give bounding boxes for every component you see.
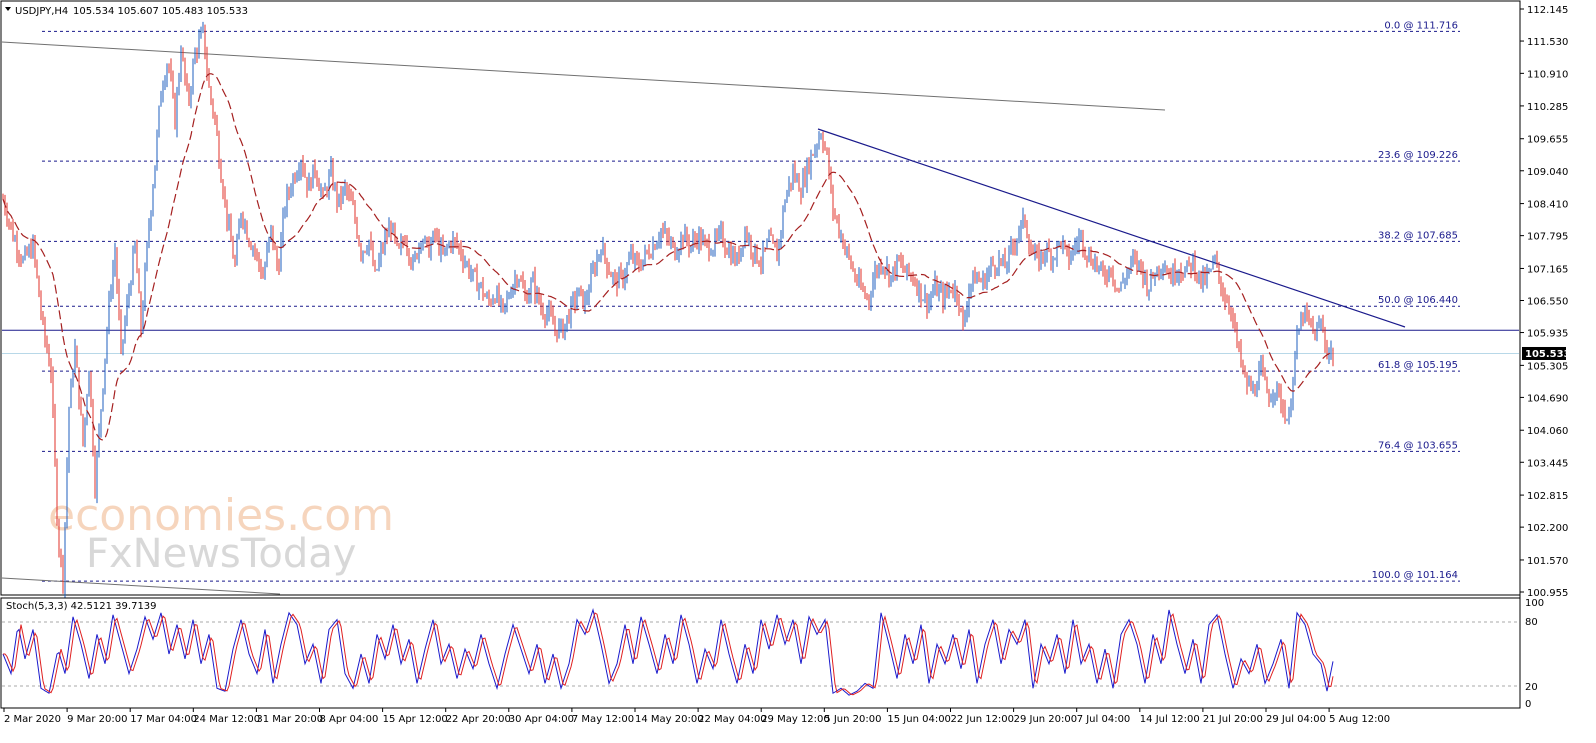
stoch-level-0: 0 [1525,699,1531,710]
time-tick-label: 24 Mar 12:00 [193,714,260,725]
main-pane-frame [0,0,1521,596]
time-tick-label: 7 Jul 04:00 [1077,714,1131,725]
price-tick-label: 108.410 [1527,200,1568,211]
watermark-line2: FxNewsToday [86,531,356,577]
stoch-main-line [2,608,1334,696]
price-tick-label: 103.445 [1527,458,1568,469]
support-line [2,329,1519,354]
price-tick-label: 111.530 [1527,37,1568,48]
price-tick-label: 104.690 [1527,393,1568,404]
price-tick-label: 105.305 [1527,361,1568,372]
moving-average-line [2,73,1334,441]
time-tick-label: 30 Apr 04:00 [509,714,574,725]
time-tick-label: 2 Mar 2020 [4,714,61,725]
price-tick-label: 100.955 [1527,588,1568,599]
time-tick-label: 8 Apr 04:00 [320,714,379,725]
time-tick-label: 5 Aug 12:00 [1329,714,1390,725]
price-tick-label: 109.040 [1527,167,1568,178]
candles [2,21,1334,598]
time-tick-label: 17 Mar 04:00 [130,714,197,725]
stoch-signal-line [3,612,1334,696]
time-tick-label: 14 May 20:00 [635,714,704,725]
dropdown-triangle-icon[interactable] [5,7,11,11]
time-tick-label: 21 Jul 20:00 [1203,714,1263,725]
fib-level-label: 0.0 @ 111.716 [1384,20,1458,31]
time-tick-label: 15 Jun 04:00 [887,714,951,725]
price-axis[interactable]: 112.145 111.530 110.910 110.285 109.655 109.0… [1519,1,1568,708]
price-tick-label: 106.550 [1527,297,1568,308]
price-tick-label: 107.165 [1527,264,1568,275]
fib-level-label: 50.0 @ 106.440 [1378,295,1458,306]
symbol-label: USDJPY,H4 [15,6,68,17]
chart-header: USDJPY,H4 105.534 105.607 105.483 105.53… [5,6,248,17]
price-tick-label: 102.815 [1527,491,1568,502]
ohlc-values: 105.534 105.607 105.483 105.533 [73,6,248,17]
time-tick-label: 29 May 12:00 [761,714,830,725]
trend-lines [1,41,1406,595]
price-tick-label: 104.060 [1527,426,1568,437]
fib-level-label: 76.4 @ 103.655 [1378,440,1458,451]
current-price-label: 105.533 [1525,349,1571,360]
stoch-pane-frame [0,597,1521,709]
time-tick-label: 22 May 04:00 [698,714,767,725]
price-tick-label: 101.570 [1527,556,1568,567]
time-tick-label: 31 Mar 20:00 [256,714,323,725]
stoch-level-80: 80 [1525,617,1538,628]
time-tick-label: 29 Jun 20:00 [1014,714,1078,725]
moving-average [2,73,1334,441]
price-tick-label: 107.795 [1527,232,1568,243]
fib-level-label: 38.2 @ 107.685 [1378,230,1458,241]
price-tick-label: 112.145 [1527,5,1568,16]
descending-trendline[interactable] [817,128,1406,328]
time-tick-label: 29 Jul 04:00 [1266,714,1326,725]
time-tick-label: 22 Jun 12:00 [951,714,1015,725]
upper-channel-line [1,41,1166,111]
time-tick-label: 15 Apr 12:00 [383,714,448,725]
fib-level-label: 23.6 @ 109.226 [1378,150,1458,161]
time-tick-label: 14 Jul 12:00 [1140,714,1200,725]
stoch-title: Stoch(5,3,3) 42.5121 39.7139 [6,601,157,612]
current-price-badge: 105.533 [1522,346,1571,360]
time-tick-label: 22 Apr 20:00 [446,714,511,725]
time-tick-label: 7 May 12:00 [572,714,634,725]
stoch-level-100: 100 [1525,598,1544,609]
stoch-lines [2,608,1334,696]
time-tick-label: 5 Jun 20:00 [824,714,881,725]
fib-level-label: 61.8 @ 105.195 [1378,360,1458,371]
price-tick-label: 109.655 [1527,135,1568,146]
price-tick-label: 102.200 [1527,523,1568,534]
time-tick-label: 9 Mar 20:00 [67,714,127,725]
price-tick-label: 110.910 [1527,69,1568,80]
watermark-line1: economies.com [48,490,394,541]
fib-level-label: 100.0 @ 101.164 [1372,570,1458,581]
stoch-level-20: 20 [1525,682,1538,693]
price-tick-label: 110.285 [1527,102,1568,113]
lower-channel-line [1,577,281,595]
price-tick-label: 105.935 [1527,329,1568,340]
